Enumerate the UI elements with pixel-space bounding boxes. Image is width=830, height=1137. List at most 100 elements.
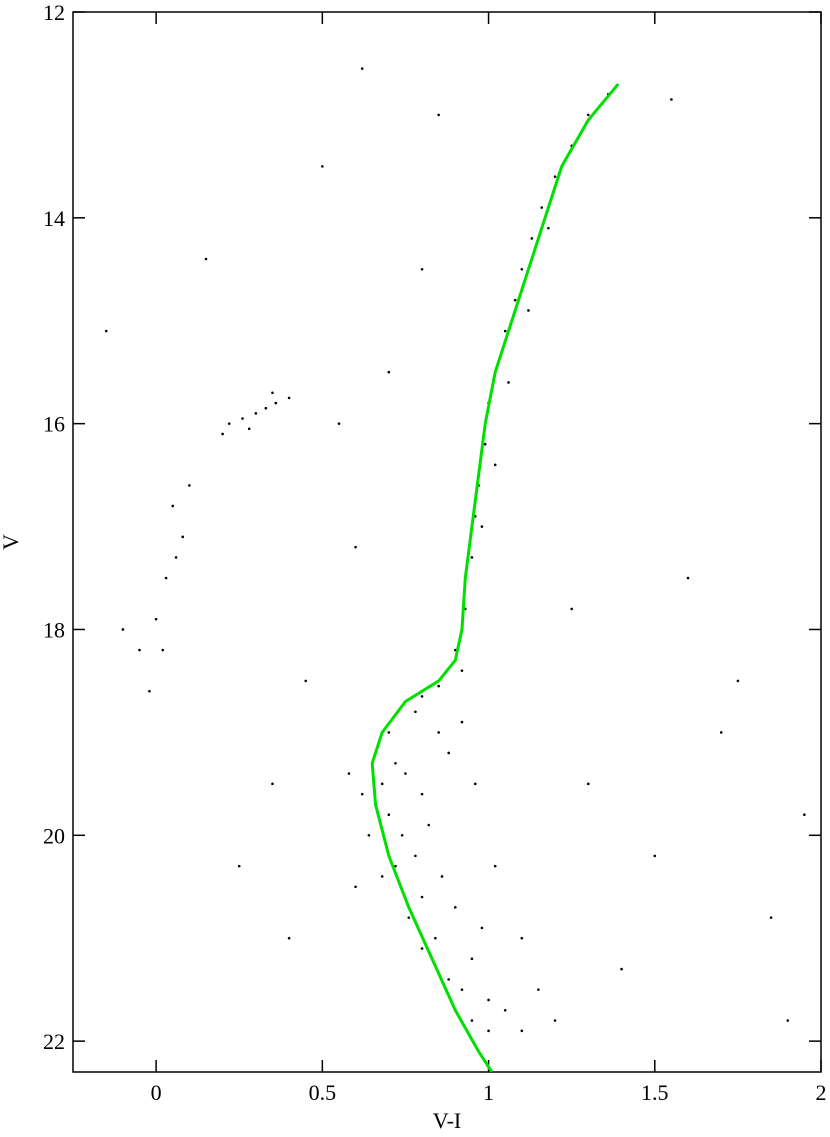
star-point xyxy=(414,711,417,714)
star-point xyxy=(521,937,524,940)
star-point xyxy=(138,649,141,652)
star-point xyxy=(401,834,404,837)
star-point xyxy=(514,299,517,302)
star-point xyxy=(504,1009,507,1012)
star-point xyxy=(165,577,168,580)
star-point xyxy=(271,783,274,786)
star-point xyxy=(461,988,464,991)
y-tick-label: 20 xyxy=(43,823,65,848)
star-point xyxy=(188,484,191,487)
star-point xyxy=(803,813,806,816)
isochrone xyxy=(372,84,618,1072)
star-point xyxy=(471,1019,474,1022)
star-point xyxy=(381,875,384,878)
y-axis-label: V xyxy=(0,534,23,550)
star-point xyxy=(737,680,740,683)
x-axis-label: V-I xyxy=(433,1108,462,1133)
star-point xyxy=(687,577,690,580)
star-point xyxy=(527,309,530,312)
star-point xyxy=(770,916,773,919)
star-point xyxy=(554,1019,557,1022)
star-point xyxy=(537,988,540,991)
plot-area xyxy=(105,67,806,1072)
star-point xyxy=(421,896,424,899)
x-tick-label: 1.5 xyxy=(641,1080,669,1105)
star-point xyxy=(394,762,397,765)
star-point xyxy=(421,793,424,796)
y-tick-label: 14 xyxy=(43,206,65,231)
star-point xyxy=(494,464,497,467)
star-point xyxy=(786,1019,789,1022)
star-point xyxy=(587,783,590,786)
star-point xyxy=(474,783,477,786)
star-point xyxy=(487,1030,490,1033)
star-point xyxy=(161,649,164,652)
star-point xyxy=(105,330,108,333)
star-point xyxy=(540,206,543,209)
star-point xyxy=(437,685,440,688)
star-point xyxy=(570,608,573,611)
star-point xyxy=(354,546,357,549)
star-point xyxy=(653,855,656,858)
star-point xyxy=(221,433,224,436)
star-point xyxy=(554,175,557,178)
star-point xyxy=(421,268,424,271)
star-point xyxy=(481,525,484,528)
star-point xyxy=(228,422,231,425)
star-point xyxy=(447,752,450,755)
star-point xyxy=(265,407,268,410)
x-tick-label: 0.5 xyxy=(309,1080,337,1105)
star-point xyxy=(205,258,208,261)
star-point xyxy=(421,947,424,950)
star-point xyxy=(547,227,550,230)
star-point xyxy=(421,695,424,698)
star-point xyxy=(321,165,324,168)
star-point xyxy=(670,98,673,101)
x-tick-label: 0 xyxy=(151,1080,162,1105)
star-point xyxy=(437,731,440,734)
star-point xyxy=(414,855,417,858)
star-point xyxy=(122,628,125,631)
star-point xyxy=(521,1030,524,1033)
star-point xyxy=(530,237,533,240)
star-point xyxy=(437,114,440,117)
star-point xyxy=(288,937,291,940)
star-point xyxy=(175,556,178,559)
star-point xyxy=(388,371,391,374)
star-point xyxy=(461,721,464,724)
star-point xyxy=(427,824,430,827)
star-point xyxy=(361,793,364,796)
star-point xyxy=(381,783,384,786)
star-point xyxy=(388,813,391,816)
star-point xyxy=(471,957,474,960)
y-tick-label: 12 xyxy=(43,0,65,25)
star-point xyxy=(304,680,307,683)
star-point xyxy=(248,427,251,430)
x-tick-label: 2 xyxy=(816,1080,827,1105)
star-point xyxy=(481,927,484,930)
star-point xyxy=(404,772,407,775)
star-point xyxy=(447,978,450,981)
y-tick-label: 16 xyxy=(43,412,65,437)
star-point xyxy=(255,412,258,415)
plot-frame xyxy=(73,12,821,1072)
star-point xyxy=(484,443,487,446)
star-point xyxy=(181,536,184,539)
star-point xyxy=(338,422,341,425)
y-tick-label: 18 xyxy=(43,617,65,642)
star-point xyxy=(494,865,497,868)
y-tick-label: 22 xyxy=(43,1029,65,1054)
star-point xyxy=(348,772,351,775)
star-point xyxy=(521,268,524,271)
star-point xyxy=(155,618,158,621)
star-point xyxy=(720,731,723,734)
star-point xyxy=(388,731,391,734)
star-point xyxy=(507,381,510,384)
star-point xyxy=(368,834,371,837)
star-point xyxy=(620,968,623,971)
star-point xyxy=(434,937,437,940)
star-point xyxy=(238,865,241,868)
star-point xyxy=(454,906,457,909)
star-point xyxy=(288,397,291,400)
